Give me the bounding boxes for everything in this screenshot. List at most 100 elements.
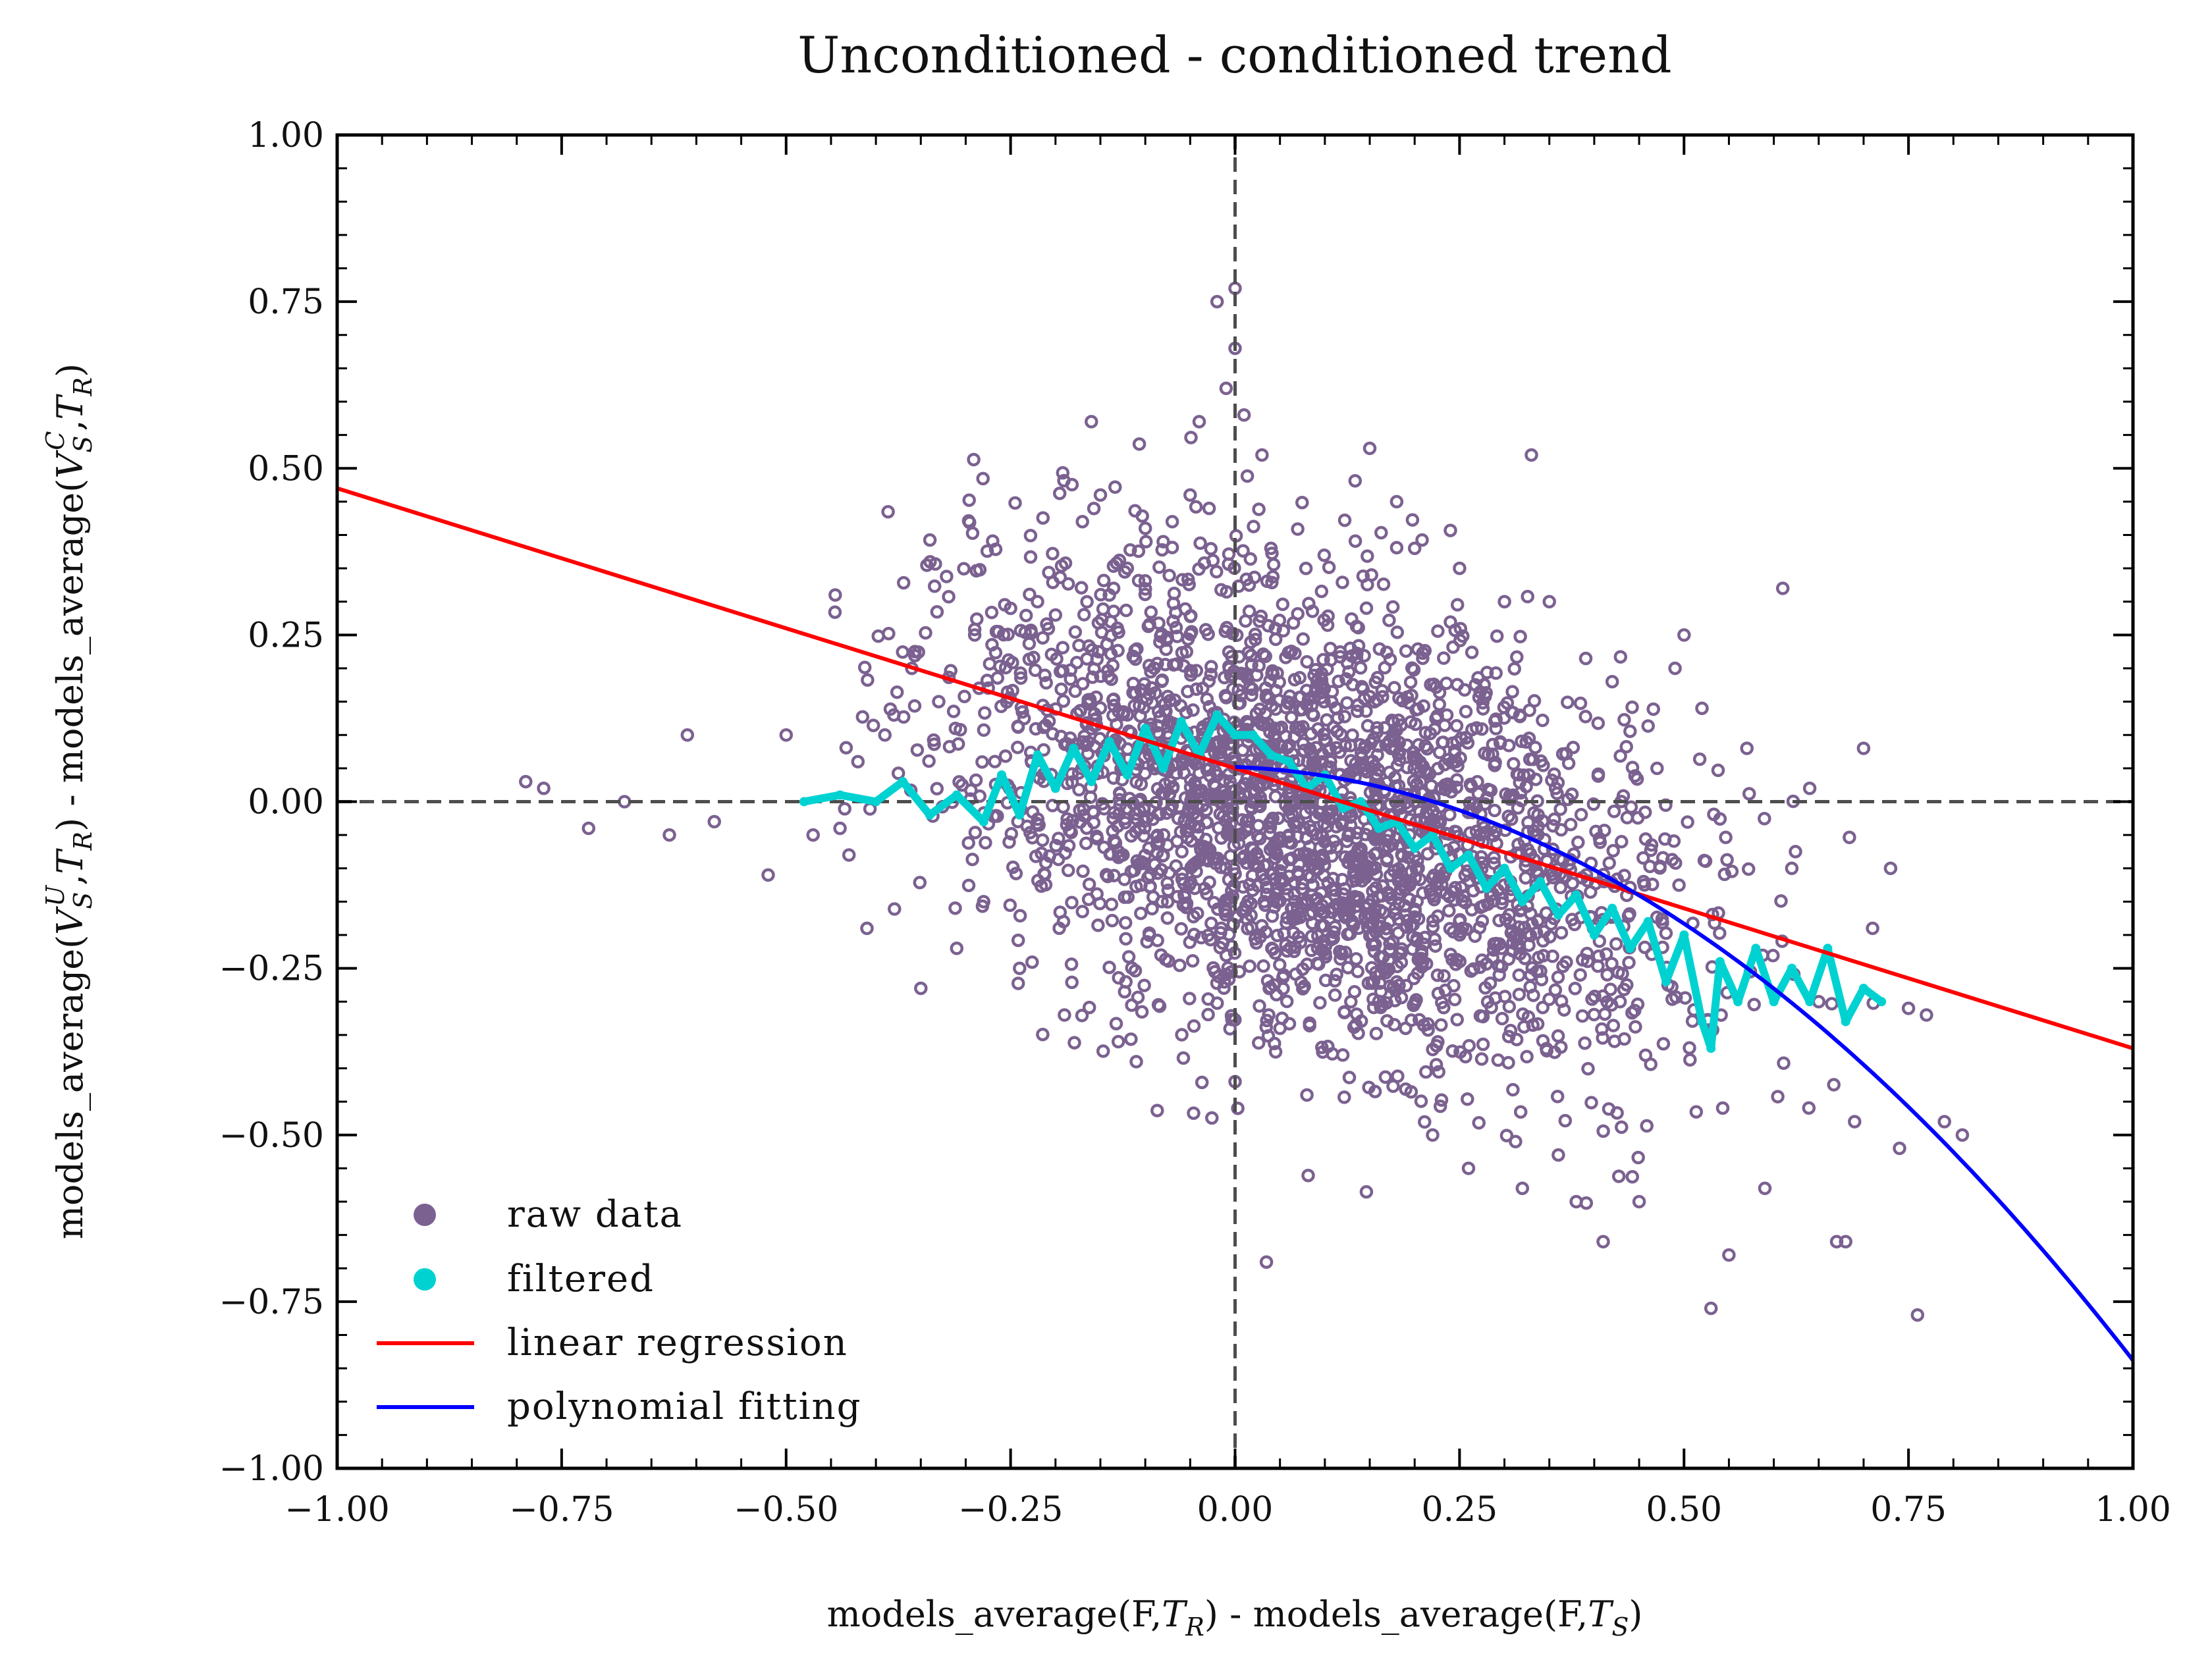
raw-data-point <box>1056 915 1071 928</box>
raw-data-point <box>965 852 979 867</box>
raw-data-point <box>1513 708 1527 722</box>
raw-data-point <box>1243 552 1258 566</box>
raw-data-point <box>913 876 927 890</box>
raw-data-point <box>1499 1129 1514 1142</box>
raw-data-point <box>1006 860 1020 874</box>
raw-data-point <box>1432 1065 1445 1079</box>
raw-data-point <box>1094 587 1108 602</box>
raw-data-point <box>833 821 847 836</box>
raw-data-point <box>1129 825 1143 839</box>
reference-lines <box>337 135 2133 1468</box>
raw-data-point <box>887 708 901 722</box>
raw-data-point <box>1191 820 1205 834</box>
raw-data-point <box>1221 961 1235 975</box>
plot-area <box>337 135 2133 1468</box>
filtered-line <box>803 710 1884 1053</box>
raw-data-point <box>1711 763 1725 778</box>
raw-data-point <box>878 728 892 742</box>
raw-data-point <box>1214 831 1228 845</box>
y-tick-label: 0.50 <box>248 449 324 489</box>
raw-data-point <box>1348 855 1362 869</box>
raw-data-point <box>1580 946 1594 961</box>
filtered-point <box>1589 930 1599 940</box>
raw-data-point <box>1843 830 1856 845</box>
raw-data-point <box>1281 695 1295 709</box>
raw-data-point <box>1236 544 1250 558</box>
raw-data-point <box>1022 637 1037 651</box>
raw-data-point <box>1259 1020 1274 1034</box>
raw-data-point <box>1605 957 1619 971</box>
raw-data-point <box>1312 957 1326 971</box>
raw-data-point <box>1596 1124 1610 1138</box>
raw-data-point <box>1453 561 1467 575</box>
raw-data-point <box>1245 688 1258 702</box>
raw-data-point <box>1275 834 1289 848</box>
raw-data-point <box>1187 909 1200 924</box>
raw-data-point <box>1265 909 1280 923</box>
filtered-point <box>1248 730 1258 740</box>
raw-data-point <box>1138 848 1152 863</box>
raw-data-point <box>1214 583 1228 597</box>
raw-data-point <box>1075 515 1089 529</box>
raw-data-point <box>1285 909 1300 924</box>
raw-data-point <box>1333 645 1347 659</box>
raw-data-point <box>1295 962 1310 976</box>
raw-data-point <box>1328 988 1342 1002</box>
raw-data-point <box>1183 935 1197 949</box>
raw-data-point <box>1300 1088 1314 1102</box>
filtered-point <box>952 790 961 800</box>
raw-data-point <box>1490 629 1504 643</box>
raw-data-point <box>1443 615 1457 629</box>
filtered-point <box>1069 743 1079 753</box>
raw-data-point <box>1061 577 1075 591</box>
filtered-point <box>1104 737 1114 747</box>
raw-data-point <box>1553 880 1567 895</box>
raw-data-point <box>1497 595 1511 609</box>
raw-data-point <box>1060 737 1074 751</box>
raw-data-point <box>1399 874 1413 889</box>
raw-data-point <box>1027 651 1040 664</box>
x-tick-label: −0.25 <box>958 1490 1063 1530</box>
chart-title: Unconditioned - conditioned trend <box>797 26 1671 84</box>
raw-data-point <box>1235 813 1249 827</box>
raw-data-point <box>1402 696 1416 710</box>
raw-data-point <box>1260 688 1274 703</box>
raw-data-point <box>1418 1115 1432 1129</box>
raw-data-point <box>1587 1007 1601 1022</box>
raw-data-point <box>1453 751 1467 765</box>
raw-data-point <box>1604 998 1619 1012</box>
raw-data-point <box>1119 932 1133 946</box>
raw-data-point <box>1128 504 1142 518</box>
raw-data-point <box>1203 791 1218 805</box>
raw-data-point <box>1291 816 1305 830</box>
raw-data-point <box>1631 1150 1645 1165</box>
raw-data-point <box>1285 901 1300 915</box>
raw-data-point <box>1036 631 1050 645</box>
raw-data-point <box>1104 647 1118 661</box>
raw-data-point <box>1349 952 1363 966</box>
raw-data-point <box>1087 502 1101 516</box>
raw-data-point <box>1175 845 1189 859</box>
raw-data-point <box>1036 511 1050 525</box>
raw-data-point <box>1046 727 1060 741</box>
raw-data-point <box>1362 1080 1376 1094</box>
raw-data-point <box>1415 533 1429 547</box>
raw-data-point <box>1154 674 1169 688</box>
raw-data-point <box>1090 832 1104 845</box>
raw-data-point <box>1291 522 1305 536</box>
raw-data-point <box>1558 1113 1573 1128</box>
raw-data-point <box>1152 999 1167 1013</box>
raw-data-point <box>806 828 820 842</box>
raw-data-point <box>1440 777 1455 791</box>
raw-data-point <box>1258 898 1272 912</box>
raw-data-point <box>1004 601 1017 616</box>
raw-data-point <box>1189 865 1203 878</box>
raw-data-point <box>930 605 944 619</box>
filtered-point <box>1464 850 1473 860</box>
raw-data-point <box>1296 982 1310 996</box>
raw-data-point <box>1415 960 1429 974</box>
raw-data-point <box>1317 548 1332 562</box>
raw-data-point <box>1287 926 1301 940</box>
raw-data-point <box>1353 661 1368 675</box>
raw-data-point <box>1432 697 1447 712</box>
